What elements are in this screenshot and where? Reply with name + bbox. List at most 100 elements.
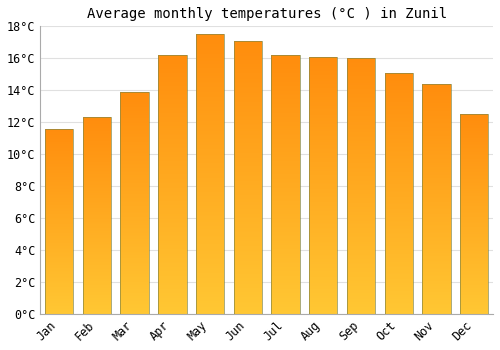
Bar (120, 279, 149, 281)
Bar (45, 152, 74, 153)
Bar (384, 102, 413, 103)
Bar (422, 98, 450, 99)
Bar (422, 198, 450, 199)
Bar (460, 146, 488, 147)
Bar (158, 81, 186, 82)
Bar (347, 210, 375, 212)
Bar (347, 107, 375, 108)
Bar (196, 285, 224, 286)
Bar (158, 56, 186, 58)
Bar (347, 154, 375, 155)
Bar (158, 177, 186, 178)
Bar (196, 276, 224, 278)
Bar (422, 312, 450, 313)
Bar (196, 243, 224, 244)
Bar (196, 145, 224, 146)
Bar (120, 205, 149, 206)
Bar (309, 266, 338, 268)
Bar (45, 299, 74, 300)
Bar (347, 75, 375, 76)
Bar (120, 300, 149, 301)
Bar (422, 89, 450, 90)
Bar (347, 213, 375, 214)
Bar (272, 300, 299, 301)
Bar (460, 157, 488, 158)
Bar (347, 176, 375, 177)
Bar (309, 161, 338, 162)
Bar (422, 99, 450, 100)
Bar (422, 135, 450, 137)
Bar (158, 238, 186, 239)
Bar (272, 76, 299, 77)
Bar (384, 290, 413, 291)
Bar (234, 169, 262, 170)
Bar (45, 162, 74, 163)
Bar (272, 165, 299, 166)
Bar (422, 102, 450, 103)
Bar (272, 306, 299, 307)
Bar (460, 129, 488, 130)
Bar (347, 131, 375, 132)
Bar (196, 201, 224, 202)
Bar (422, 190, 450, 191)
Bar (83, 126, 111, 127)
Bar (83, 174, 111, 175)
Bar (347, 242, 375, 244)
Bar (422, 153, 450, 154)
Bar (83, 226, 111, 228)
Bar (234, 61, 262, 63)
Bar (83, 177, 111, 178)
Bar (272, 196, 299, 197)
Bar (158, 122, 186, 124)
Bar (309, 275, 338, 276)
Bar (45, 184, 74, 185)
Bar (234, 106, 262, 107)
Bar (422, 275, 450, 276)
Bar (309, 242, 338, 243)
Bar (347, 168, 375, 169)
Bar (309, 234, 338, 236)
Bar (309, 259, 338, 260)
Bar (196, 196, 224, 198)
Bar (234, 95, 262, 97)
Bar (460, 287, 488, 288)
Bar (83, 296, 111, 297)
Bar (83, 160, 111, 161)
Bar (422, 284, 450, 285)
Bar (158, 235, 186, 236)
Bar (422, 272, 450, 274)
Bar (120, 189, 149, 191)
Bar (83, 245, 111, 246)
Bar (384, 306, 413, 307)
Bar (196, 261, 224, 262)
Bar (234, 175, 262, 176)
Bar (45, 312, 74, 313)
Bar (45, 261, 74, 262)
Bar (460, 125, 488, 126)
Bar (422, 101, 450, 102)
Bar (309, 109, 338, 111)
Bar (234, 162, 262, 163)
Bar (45, 287, 74, 288)
Bar (422, 258, 450, 259)
Bar (460, 130, 488, 131)
Bar (272, 197, 299, 199)
Bar (45, 226, 74, 227)
Bar (422, 124, 450, 125)
Bar (45, 149, 74, 150)
Bar (45, 161, 74, 162)
Bar (158, 97, 186, 98)
Bar (45, 283, 74, 284)
Bar (384, 186, 413, 187)
Bar (158, 234, 186, 235)
Bar (83, 155, 111, 156)
Bar (272, 268, 299, 270)
Bar (384, 192, 413, 193)
Bar (347, 149, 375, 150)
Bar (234, 177, 262, 178)
Bar (196, 143, 224, 145)
Bar (83, 149, 111, 150)
Bar (272, 82, 299, 84)
Bar (234, 300, 262, 302)
Bar (196, 238, 224, 240)
